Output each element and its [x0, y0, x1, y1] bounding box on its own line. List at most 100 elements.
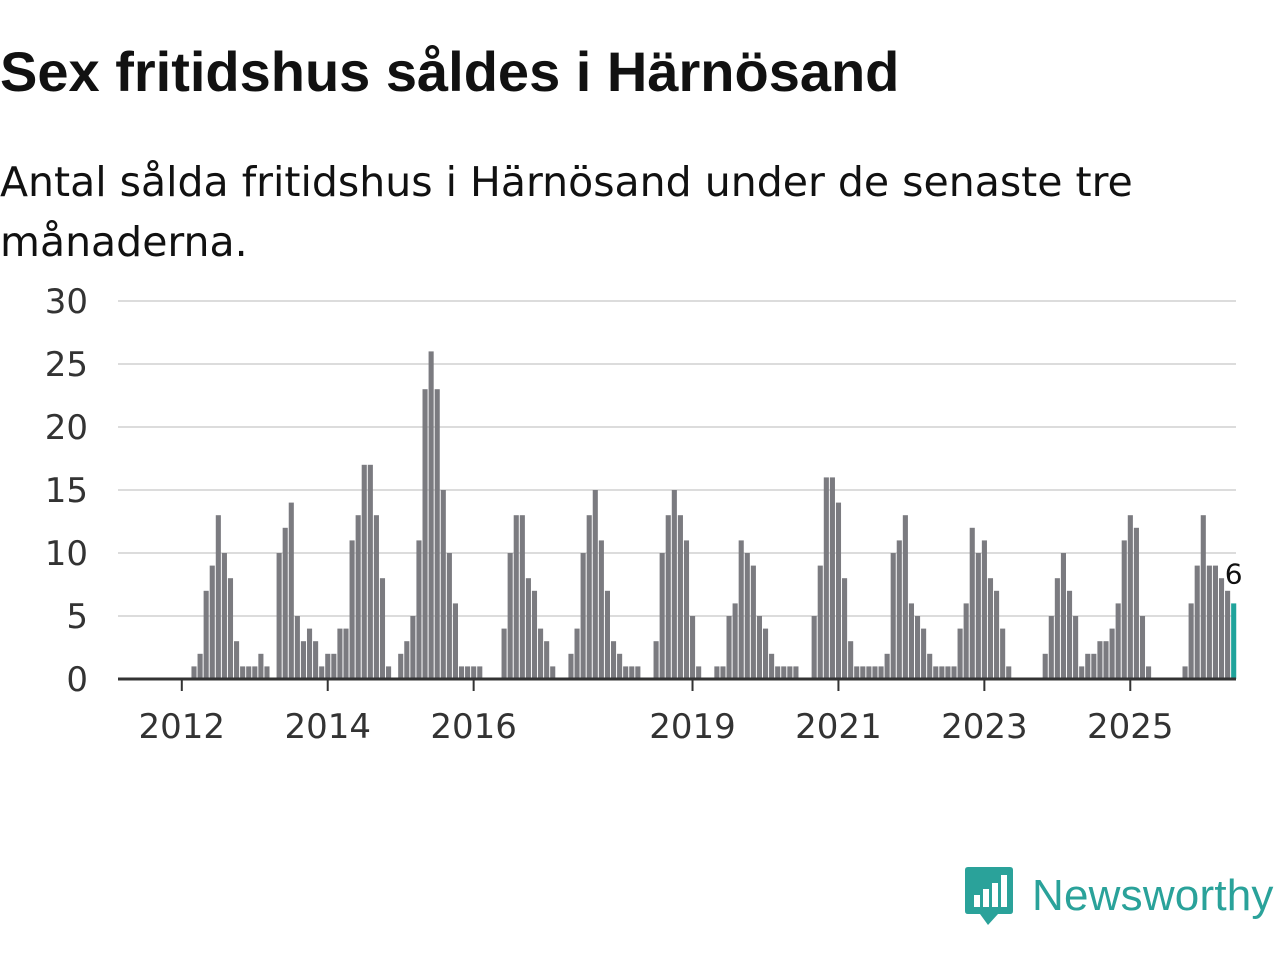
- bar: [957, 628, 963, 679]
- bar: [531, 590, 538, 679]
- bar: [1079, 666, 1085, 679]
- bar: [465, 666, 471, 679]
- bar: [902, 515, 908, 679]
- bar: [1188, 603, 1194, 679]
- bar: [1066, 590, 1073, 679]
- bar: [969, 527, 975, 679]
- bar: [258, 653, 264, 679]
- bar: [306, 628, 313, 679]
- bar: [683, 540, 690, 679]
- bar: [361, 464, 367, 679]
- bar: [404, 641, 410, 679]
- newsworthy-logo-icon: [965, 867, 1013, 925]
- bar: [525, 578, 531, 679]
- y-tick-label: 30: [45, 282, 88, 322]
- bar: [854, 666, 860, 679]
- bar: [1218, 578, 1225, 679]
- bar: [586, 515, 592, 679]
- bar: [337, 628, 343, 679]
- bar: [246, 666, 252, 679]
- bar: [1000, 628, 1006, 679]
- bar: [221, 553, 227, 679]
- bar: [276, 553, 282, 679]
- bar: [787, 666, 793, 679]
- chart-title: Sex fritidshus såldes i Härnösand: [0, 40, 900, 103]
- bar: [1042, 653, 1048, 679]
- x-tick-label: 2019: [649, 707, 736, 747]
- bar: [209, 565, 215, 679]
- bar: [1085, 653, 1091, 679]
- bar: [313, 641, 319, 679]
- y-tick-label: 15: [45, 471, 88, 511]
- bar: [398, 653, 404, 679]
- bar: [349, 540, 355, 679]
- bar: [933, 666, 939, 679]
- bar: [1146, 666, 1152, 679]
- bar: [769, 653, 775, 679]
- bar: [191, 666, 197, 679]
- bar: [288, 502, 294, 679]
- brand-name: Newsworthy: [1032, 871, 1274, 920]
- bar: [331, 653, 337, 679]
- bar: [513, 515, 519, 679]
- y-tick-label: 0: [66, 660, 88, 700]
- bar: [386, 666, 392, 679]
- bar: [623, 666, 629, 679]
- bar: [775, 666, 781, 679]
- bar: [1212, 565, 1218, 679]
- bar: [860, 666, 866, 679]
- bar: [1103, 641, 1109, 679]
- bar: [574, 628, 580, 679]
- bar: [240, 666, 246, 679]
- bar: [975, 553, 981, 679]
- x-tick-label: 2025: [1087, 707, 1174, 747]
- bar: [720, 666, 726, 679]
- bar: [714, 666, 720, 679]
- bar: [215, 515, 221, 679]
- bar: [835, 502, 842, 679]
- bar: [367, 464, 373, 679]
- bar-highlight: [1231, 603, 1237, 679]
- bar: [738, 540, 744, 679]
- bar: [884, 653, 890, 679]
- bar: [981, 540, 987, 679]
- bar: [629, 666, 635, 679]
- bar: [471, 666, 477, 679]
- x-tick-label: 2023: [941, 707, 1028, 747]
- bar: [264, 666, 270, 679]
- bar: [951, 666, 957, 679]
- bar: [203, 590, 209, 679]
- bar: [829, 477, 835, 679]
- bar: [325, 653, 331, 679]
- bar: [1121, 540, 1127, 679]
- bar: [696, 666, 702, 679]
- bar: [756, 616, 762, 679]
- bar: [234, 641, 240, 679]
- bar: [598, 540, 604, 679]
- newsworthy-brand: Newsworthy: [964, 864, 1274, 928]
- y-tick-label: 20: [45, 408, 88, 448]
- bar: [422, 389, 428, 679]
- bar: [282, 527, 288, 679]
- bar: [896, 540, 902, 679]
- x-tick-label: 2021: [795, 707, 882, 747]
- bar: [1115, 603, 1121, 679]
- bar: [501, 628, 507, 679]
- bar: [1060, 553, 1066, 679]
- bar: [744, 553, 750, 679]
- bar: [355, 515, 361, 679]
- chart-subtitle: Antal sålda fritidshus i Härnösand under…: [0, 158, 1133, 266]
- bar: [550, 666, 556, 679]
- bar: [1109, 628, 1115, 679]
- bar: [726, 616, 732, 679]
- bar: [416, 540, 422, 679]
- bar: [227, 578, 234, 679]
- bar: [434, 389, 440, 679]
- bar: [653, 641, 659, 679]
- bar: [914, 616, 921, 679]
- bar: [592, 490, 598, 679]
- bar: [1006, 666, 1012, 679]
- bar: [994, 590, 1000, 679]
- bar: [811, 616, 817, 679]
- bar: [580, 553, 586, 679]
